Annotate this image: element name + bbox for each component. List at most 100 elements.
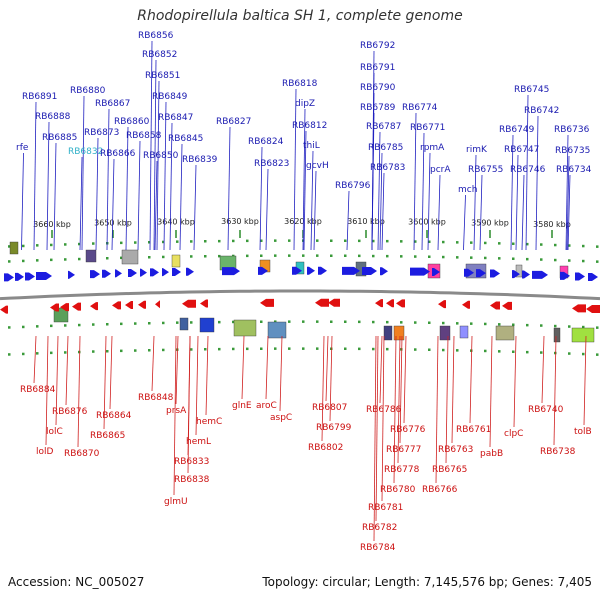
- genome-backbone: [0, 289, 600, 301]
- gene-label-forward[interactable]: RB6734: [556, 165, 592, 175]
- gene-label-forward[interactable]: RB6774: [402, 103, 438, 113]
- scale-tick-label: 3590 kbp: [471, 219, 509, 228]
- gene-label-forward[interactable]: RB6867: [95, 99, 130, 109]
- gene-label-forward[interactable]: RB6745: [514, 85, 549, 95]
- gene-label-forward[interactable]: RB6736: [554, 125, 590, 135]
- gene-label-forward[interactable]: RB6888: [35, 112, 71, 122]
- leader-line: [375, 335, 379, 522]
- gene-label-forward[interactable]: RB6873: [84, 128, 119, 138]
- gene-label-reverse[interactable]: lolC: [46, 427, 63, 437]
- gene-label-reverse[interactable]: RB6870: [64, 449, 100, 459]
- gene-label-forward[interactable]: RB6787: [366, 122, 401, 132]
- gene-label-reverse[interactable]: RB6776: [390, 425, 426, 435]
- gene-label-forward[interactable]: RB6747: [504, 145, 539, 155]
- gene-label-reverse[interactable]: RB6807: [312, 403, 347, 413]
- gene-label-forward[interactable]: RB6755: [468, 165, 503, 175]
- gene-label-reverse[interactable]: glmU: [164, 497, 188, 507]
- gene-label-reverse[interactable]: RB6766: [422, 485, 458, 495]
- gene-label-forward[interactable]: RB6860: [114, 117, 150, 127]
- leader-line: [469, 335, 473, 424]
- gene-label-forward[interactable]: RB6827: [216, 117, 251, 127]
- gene-label-forward[interactable]: RB6791: [360, 63, 395, 73]
- gene-label-forward[interactable]: RB6789: [360, 103, 396, 113]
- gene-label-forward[interactable]: thiL: [303, 141, 320, 151]
- gene-label-forward[interactable]: RB6847: [158, 113, 193, 123]
- gene-label-reverse[interactable]: RB6799: [316, 423, 352, 433]
- gene-label-reverse[interactable]: RB6777: [386, 445, 421, 455]
- gene-label-forward[interactable]: gcvH: [306, 161, 329, 171]
- gene-label-forward[interactable]: RB6792: [360, 41, 395, 51]
- gene-label-reverse[interactable]: RB6833: [174, 457, 209, 467]
- gene-label-forward[interactable]: RB6785: [368, 143, 403, 153]
- gene-label-forward[interactable]: RB6812: [292, 121, 327, 131]
- gene-label-forward[interactable]: RB6880: [70, 86, 106, 96]
- gene-label-forward[interactable]: RB6771: [410, 123, 445, 133]
- gene-label-reverse[interactable]: RB6781: [368, 503, 403, 513]
- gene-label-forward[interactable]: mch: [458, 185, 477, 195]
- leader-line: [373, 335, 377, 542]
- gene-label-forward[interactable]: RB6790: [360, 83, 396, 93]
- gene-label-forward[interactable]: RB6832: [68, 147, 103, 157]
- gene-label-forward[interactable]: RB6823: [254, 159, 289, 169]
- gene-label-forward[interactable]: RB6852: [142, 50, 177, 60]
- gene-label-forward[interactable]: rimK: [466, 145, 488, 155]
- gene-label-reverse[interactable]: RB6802: [308, 443, 343, 453]
- gene-label-reverse[interactable]: hemC: [196, 417, 222, 427]
- gene-label-reverse[interactable]: prsA: [166, 406, 187, 416]
- guide-dot: [498, 257, 501, 260]
- gene-label-forward[interactable]: RB6858: [126, 131, 162, 141]
- gene-label-reverse[interactable]: hemL: [186, 437, 211, 447]
- gene-label-reverse[interactable]: RB6784: [360, 543, 396, 553]
- gene-label-forward[interactable]: RB6885: [42, 133, 77, 143]
- gene-label-reverse[interactable]: RB6876: [52, 407, 88, 417]
- guide-dot: [64, 243, 67, 246]
- gene-label-reverse[interactable]: lolD: [36, 447, 54, 457]
- gene-label-reverse[interactable]: RB6780: [380, 485, 416, 495]
- gene-label-reverse[interactable]: RB6864: [96, 411, 132, 421]
- gene-label-forward[interactable]: RB6783: [370, 163, 405, 173]
- gene-label-forward[interactable]: RB6796: [335, 181, 371, 191]
- gene-label-reverse[interactable]: RB6778: [384, 465, 420, 475]
- feature-box: [171, 254, 181, 268]
- gene-label-forward[interactable]: pcrA: [430, 165, 451, 175]
- gene-label-forward[interactable]: rfe: [16, 143, 29, 153]
- gene-label-forward[interactable]: RB6856: [138, 31, 174, 41]
- gene-label-reverse[interactable]: pabB: [480, 449, 503, 459]
- gene-label-forward[interactable]: RB6850: [143, 151, 179, 161]
- gene-label-reverse[interactable]: tolB: [574, 427, 592, 437]
- reverse-gene-arrow: [328, 298, 340, 307]
- gene-label-reverse[interactable]: RB6740: [528, 405, 564, 415]
- gene-label-reverse[interactable]: RB6786: [366, 405, 402, 415]
- gene-label-forward[interactable]: RB6851: [145, 71, 180, 81]
- gene-label-reverse[interactable]: RB6848: [138, 393, 174, 403]
- gene-label-forward[interactable]: RB6824: [248, 137, 284, 147]
- gene-label-reverse[interactable]: clpC: [504, 429, 523, 439]
- gene-label-forward[interactable]: RB6891: [22, 92, 57, 102]
- gene-label-forward[interactable]: RB6839: [182, 155, 218, 165]
- gene-label-forward[interactable]: RB6742: [524, 106, 559, 116]
- gene-label-forward[interactable]: RB6866: [100, 149, 136, 159]
- leader-line: [293, 88, 297, 251]
- gene-label-reverse[interactable]: RB6761: [456, 425, 491, 435]
- gene-label-reverse[interactable]: RB6884: [20, 385, 56, 395]
- gene-label-reverse[interactable]: RB6865: [90, 431, 125, 441]
- guide-dot: [148, 256, 151, 259]
- gene-label-forward[interactable]: RB6845: [168, 134, 203, 144]
- gene-label-forward[interactable]: RB6818: [282, 79, 318, 89]
- leader-line: [525, 94, 529, 251]
- gene-label-forward[interactable]: rpmA: [420, 143, 445, 153]
- gene-label-reverse[interactable]: RB6782: [362, 523, 397, 533]
- gene-label-forward[interactable]: RB6735: [555, 146, 590, 156]
- gene-label-reverse[interactable]: RB6738: [540, 447, 576, 457]
- gene-label-reverse[interactable]: RB6763: [438, 445, 473, 455]
- gene-label-forward[interactable]: RB6849: [152, 92, 188, 102]
- forward-gene-arrow: [128, 268, 137, 277]
- gene-label-reverse[interactable]: glnE: [232, 401, 252, 411]
- gene-label-reverse[interactable]: aspC: [270, 413, 292, 423]
- gene-label-reverse[interactable]: RB6765: [432, 465, 467, 475]
- gene-label-forward[interactable]: RB6746: [510, 165, 546, 175]
- gene-label-reverse[interactable]: aroC: [256, 401, 277, 411]
- gene-label-forward[interactable]: RB6749: [499, 125, 535, 135]
- gene-label-forward[interactable]: dipZ: [295, 99, 315, 109]
- gene-label-reverse[interactable]: RB6838: [174, 475, 210, 485]
